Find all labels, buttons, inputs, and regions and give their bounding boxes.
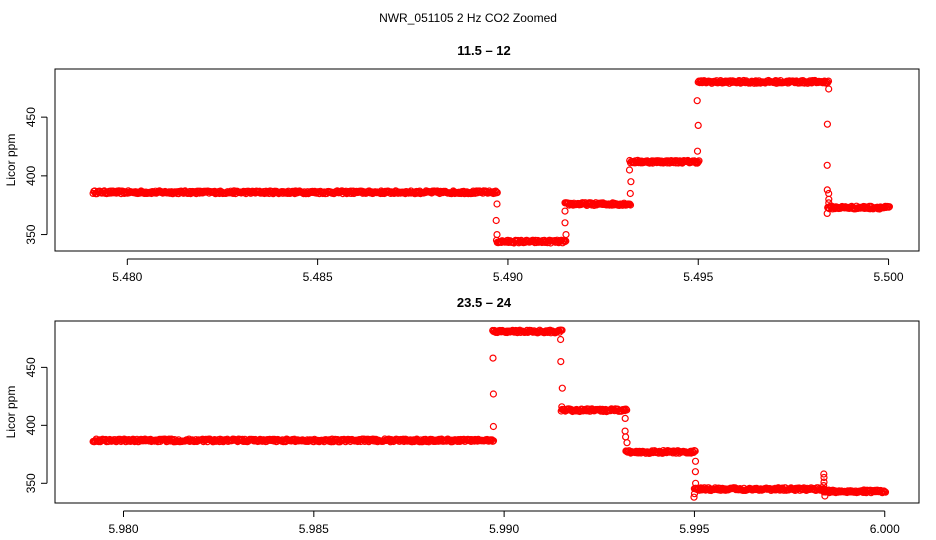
data-point (556, 335, 565, 344)
data-point (690, 493, 698, 501)
data-point (623, 406, 631, 414)
x-tick-label: 5.480 (112, 270, 142, 284)
data-point (626, 200, 634, 208)
data-point (690, 490, 699, 498)
data-point (881, 488, 890, 496)
data-point (823, 120, 832, 128)
axes: 5.980 5.985 5.990 5.995 6.000 350 400 450 (24, 320, 920, 536)
data-point (621, 414, 629, 422)
x-tick-label: 5.995 (679, 522, 709, 536)
axes: 5.480 5.485 5.490 5.495 5.500 350 400 450 (24, 68, 920, 284)
data-point (691, 447, 699, 455)
data-point (557, 358, 565, 366)
y-tick-label: 400 (24, 415, 38, 435)
x-tick-label: 5.985 (299, 522, 329, 536)
data-point (824, 77, 833, 85)
y-axis-label: Licor ppm (4, 134, 18, 187)
data-points (89, 76, 894, 247)
y-tick-label: 450 (24, 107, 38, 127)
y-tick-label: 450 (24, 357, 38, 377)
data-point (558, 326, 566, 334)
x-tick-label: 5.490 (493, 270, 523, 284)
data-point (693, 97, 701, 105)
data-point (825, 85, 833, 93)
data-point (489, 354, 497, 362)
data-point (825, 189, 833, 198)
panel-title: 11.5 – 12 (457, 43, 511, 58)
data-point (489, 422, 497, 431)
data-point (691, 468, 700, 476)
data-point (561, 207, 569, 215)
data-point (626, 189, 634, 198)
data-point (820, 470, 828, 478)
data-point (621, 433, 630, 441)
data-point (694, 121, 702, 130)
y-axis-label: Licor ppm (4, 386, 18, 439)
data-point (627, 178, 635, 186)
data-point (561, 219, 569, 227)
data-point (489, 390, 497, 398)
data-point (625, 166, 634, 174)
x-tick-label: 5.500 (874, 270, 904, 284)
data-point (493, 189, 501, 197)
x-tick-label: 5.990 (489, 522, 519, 536)
data-point (622, 405, 630, 413)
data-point (885, 203, 894, 211)
plot-frame (54, 320, 920, 504)
data-point (558, 384, 566, 392)
data-point (691, 457, 700, 465)
data-point (823, 186, 831, 194)
data-point (562, 231, 570, 239)
data-point (825, 195, 833, 203)
data-point (820, 478, 828, 486)
data-point (823, 209, 831, 217)
figure-title: NWR_051105 2 Hz CO2 Zoomed (379, 11, 557, 25)
data-points (89, 326, 890, 501)
data-point (621, 427, 629, 435)
plot-frame (54, 68, 920, 252)
panel-title: 23.5 – 24 (457, 295, 512, 310)
y-tick-label: 350 (24, 473, 38, 493)
data-point (489, 437, 498, 445)
x-tick-label: 5.980 (108, 522, 138, 536)
data-point (823, 161, 831, 169)
data-point (820, 482, 828, 490)
x-tick-label: 6.000 (870, 522, 900, 536)
data-point (492, 216, 500, 225)
y-tick-label: 400 (24, 166, 38, 186)
data-point (695, 157, 703, 165)
panel-bottom: 23.5 – 24 Licor ppm 5.980 5.985 5.990 5.995… (4, 295, 920, 536)
data-point (558, 403, 566, 411)
data-point (493, 200, 501, 208)
data-point (691, 479, 700, 487)
x-tick-label: 5.495 (683, 270, 713, 284)
data-point (623, 439, 631, 447)
y-tick-label: 350 (24, 224, 38, 244)
data-point (821, 492, 829, 500)
data-point (493, 231, 501, 239)
panel-top: 11.5 – 12 Licor ppm 5.480 5.485 5.490 5.495… (4, 43, 920, 284)
data-point (820, 473, 828, 482)
x-tick-label: 5.485 (303, 270, 333, 284)
data-point (693, 147, 702, 155)
data-point (626, 201, 635, 209)
data-point (825, 199, 833, 207)
